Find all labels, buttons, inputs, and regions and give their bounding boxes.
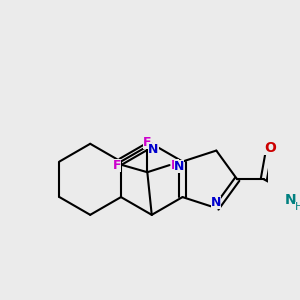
Text: H: H bbox=[295, 202, 300, 212]
Text: F: F bbox=[113, 159, 122, 172]
Text: N: N bbox=[285, 193, 296, 207]
Text: N: N bbox=[174, 160, 184, 173]
Text: F: F bbox=[171, 159, 179, 172]
Text: O: O bbox=[264, 141, 276, 155]
Text: F: F bbox=[143, 136, 152, 148]
Text: N: N bbox=[148, 142, 159, 156]
Text: N: N bbox=[211, 196, 221, 209]
